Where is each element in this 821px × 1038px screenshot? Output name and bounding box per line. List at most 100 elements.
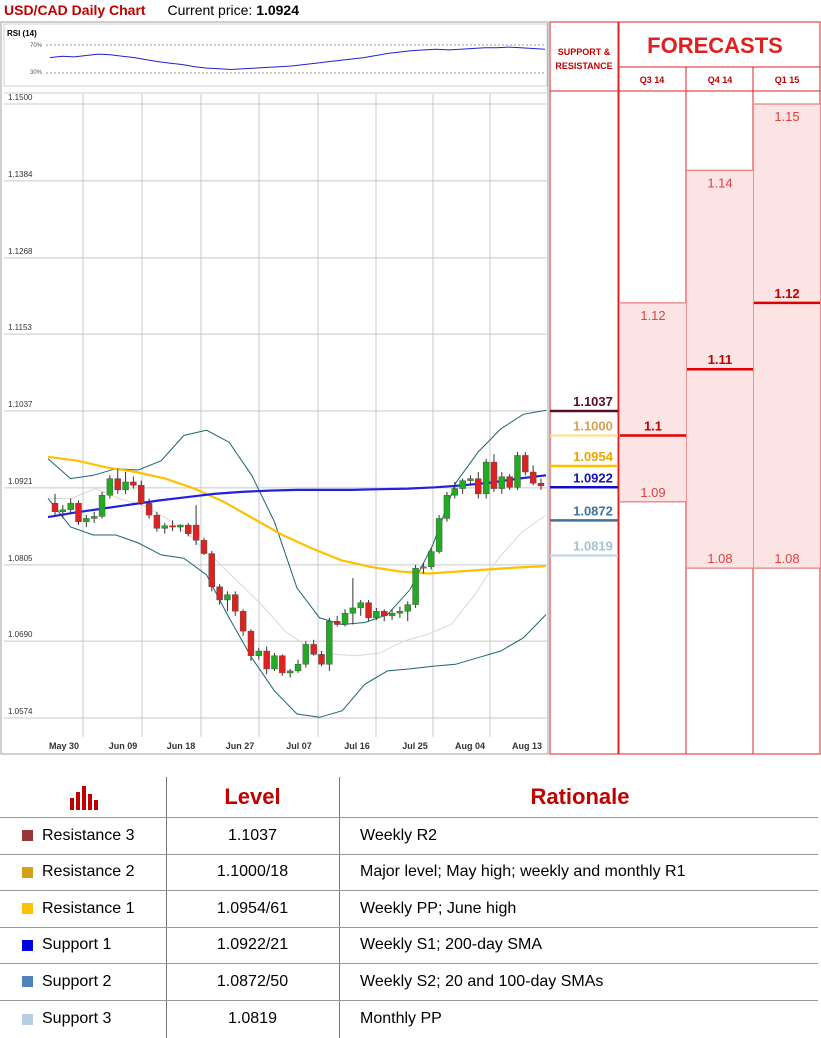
candle-body-up [404,604,411,612]
candle-body-up [349,607,357,614]
y-axis-labels: 1.1500 1.1384 1.1268 1.1153 1.1037 1.0921 1.08… [8,93,33,716]
candle-body-down [279,655,286,674]
forecast-range [620,302,686,502]
candle [326,617,333,671]
candle-body-up [83,518,90,522]
level-label: 1.0922 [573,470,613,485]
candle-body-down [192,524,200,541]
forecast-label: 1.12 [774,286,799,301]
sr-column [549,21,619,755]
y-tick-label: 1.1037 [8,400,33,409]
candle [459,478,466,494]
candle [373,607,380,620]
level-resistance-3: 1.1037 [550,394,618,413]
candle-body-down [208,553,215,587]
candle-body-up [388,613,396,617]
level-name-cell: Resistance 1 [0,890,166,927]
candle [122,472,129,494]
candle [75,500,82,526]
table-header-rationale: Rationale [530,784,630,809]
forecast-label: 1.15 [774,109,799,124]
level-rationale: Weekly S2; 20 and 100-day SMAs [360,972,604,990]
candle [404,601,411,622]
candle [294,659,302,673]
x-tick-label: Jul 16 [344,741,370,751]
candle-body-down [247,630,255,656]
candle-body-up [451,488,458,496]
sma-100-line [47,455,547,575]
level-name: Resistance 1 [42,899,135,917]
candle-body-up [98,495,106,517]
forecast-label: 1.12 [640,308,665,323]
candle-body-up [396,611,404,614]
candle [522,452,529,476]
level-color-swatch [22,976,33,987]
table-row: Support 2 1.0872/50 Weekly S2; 20 and 100-… [0,963,821,1000]
candle-body-down [333,620,341,625]
candle-body-up [467,478,474,481]
candle-body-down [232,594,239,612]
candle-body-up [443,495,451,519]
candle [467,475,474,486]
sr-header-1: SUPPORT & [558,47,611,57]
candle-body-up [106,478,114,496]
current-price-value: 1.0924 [256,2,300,18]
x-tick-label: Aug 13 [512,741,542,751]
candle-body-up [357,602,364,609]
level-name-cell: Resistance 3 [0,817,166,854]
candle [114,468,121,494]
candle [302,641,310,668]
level-resistance-1: 1.0954 [550,449,618,468]
candle-body-down [185,524,192,534]
level-name: Support 3 [42,1010,112,1027]
current-price-label: Current price: [167,2,253,18]
candle-body-down [153,514,161,529]
forecast-label: 1.08 [707,551,732,566]
candle-body-up [302,644,310,665]
y-tick-label: 1.0921 [8,477,33,486]
candle-body-down [318,654,325,665]
level-color-swatch [22,830,33,841]
y-tick-label: 1.0805 [8,554,33,563]
level-support-2: 1.0872 [550,503,618,522]
candle-body-up [90,516,98,519]
level-rationale: Monthly PP [360,1010,442,1027]
rsi-panel [3,23,548,87]
x-tick-label: Jun 27 [226,741,255,751]
candle-body-down [522,455,529,473]
bollinger-upper [47,409,547,626]
candle-body-up [59,509,67,512]
candle-body-up [514,455,521,488]
candle [482,458,490,499]
candle-body-up [435,518,443,552]
y-tick-label: 1.1384 [8,170,33,179]
candle [83,515,90,528]
candle [130,476,137,489]
y-tick-label: 1.0690 [8,630,33,639]
level-value: 1.0819 [228,1010,277,1027]
forecast-label: 1.14 [707,175,732,190]
candle-body-up [177,524,184,528]
candle [537,478,545,490]
table-row: Support 1 1.0922/21 Weekly S1; 200-day SMA [0,927,821,963]
candle [381,609,388,622]
candle-body-down [75,502,82,522]
forecast-bars: 1.12 1.1 1.09 1.14 1.11 1.08 1.15 1.12 1.08 [620,103,820,569]
candle-body-up [67,502,74,510]
candle-body-down [365,602,372,619]
forecast-label: 1.09 [640,485,665,500]
chart-area: RSI (14) 70% 30% 1.1500 1.1384 1.1268 1.115… [0,21,821,755]
price-panel-frame [0,21,549,755]
candle [271,653,278,671]
y-tick-label: 1.1268 [8,247,33,256]
level-name: Support 2 [42,972,112,990]
sr-levels: 1.1037 1.1000 1.0954 1.0922 1.0872 1.0819 [550,394,618,557]
x-tick-label: Jul 07 [286,741,312,751]
candle [59,505,67,519]
candle-body-up [498,476,506,489]
candle [177,524,184,532]
candle [357,599,364,616]
level-color-swatch [22,866,33,878]
table-header-level: Level [224,784,281,809]
candle-body-up [286,670,294,674]
